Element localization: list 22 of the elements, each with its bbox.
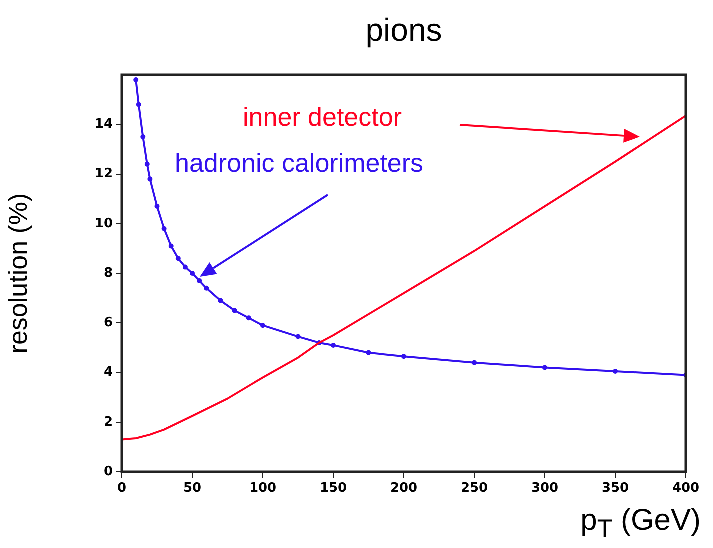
x-tick-label: 0 bbox=[117, 481, 127, 496]
y-axis-title: resolution (%) bbox=[2, 193, 33, 354]
y-tick-label: 2 bbox=[104, 414, 113, 430]
x-tick-label: 150 bbox=[320, 481, 348, 496]
y-tick-label: 8 bbox=[104, 266, 113, 281]
x-tick-label: 350 bbox=[602, 481, 630, 496]
x-tick-label: 400 bbox=[672, 481, 700, 496]
x-tick-label: 100 bbox=[249, 481, 277, 496]
y-tick-label: 0 bbox=[104, 464, 113, 480]
annotation: inner detector bbox=[243, 102, 402, 133]
y-tick-label: 14 bbox=[94, 117, 113, 132]
x-tick-label: 50 bbox=[183, 481, 202, 496]
x-tick-label: 200 bbox=[390, 481, 418, 496]
y-tick-label: 10 bbox=[94, 216, 113, 232]
y-tick-label: 4 bbox=[104, 365, 113, 380]
y-tick-label: 6 bbox=[104, 316, 113, 330]
x-tick-label: 300 bbox=[531, 481, 559, 496]
y-tick-label: 12 bbox=[94, 166, 113, 182]
x-axis-title: p$_{T}$ (GeV) bbox=[580, 504, 701, 544]
chart-title: pions bbox=[364, 12, 444, 49]
x-tick-label: 250 bbox=[460, 481, 488, 496]
annotation: hadronic calorimeters bbox=[175, 148, 424, 179]
